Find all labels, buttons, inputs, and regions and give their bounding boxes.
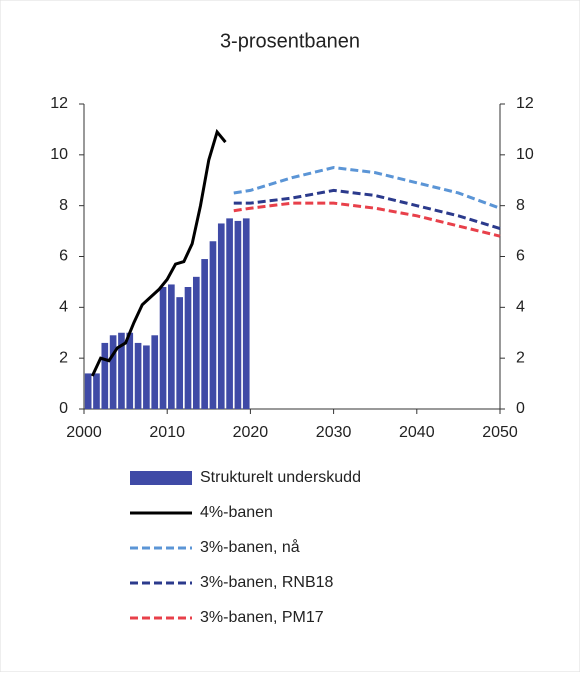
bar <box>176 297 184 409</box>
line <box>233 188 501 230</box>
y-tick-label: 2 <box>59 349 68 366</box>
legend-label: 3%-banen, nå <box>200 538 300 556</box>
x-tick-label: 2030 <box>316 424 352 441</box>
y2-tick-label: 0 <box>516 400 525 417</box>
legend-label: 3%-banen, RNB18 <box>200 574 334 591</box>
bar <box>226 218 233 409</box>
bar <box>84 373 92 409</box>
y2-tick-label: 10 <box>516 146 534 163</box>
bar <box>201 259 208 409</box>
bar <box>184 287 192 409</box>
y2-tick-label: 12 <box>516 95 534 112</box>
y-tick-label: 8 <box>59 197 68 214</box>
x-tick-label: 2040 <box>399 424 435 441</box>
y-tick-label: 10 <box>50 146 68 163</box>
line <box>90 128 227 377</box>
chart-title: 3-prosentbanen <box>220 30 360 52</box>
y-tick-label: 12 <box>50 95 68 112</box>
line <box>233 166 501 210</box>
bar <box>109 335 117 409</box>
x-tick-label: 2020 <box>233 424 269 441</box>
legend-swatch <box>130 471 192 485</box>
y-tick-label: 4 <box>59 299 68 316</box>
legend-label: 4%-banen <box>200 504 273 521</box>
x-tick-label: 2010 <box>149 424 185 441</box>
bar <box>192 276 200 409</box>
bar <box>242 218 250 409</box>
x-tick-label: 2000 <box>66 424 102 441</box>
y2-tick-label: 2 <box>516 349 525 366</box>
bar <box>217 223 225 409</box>
bar <box>151 335 159 409</box>
bar <box>93 373 100 409</box>
bar <box>234 220 242 409</box>
y-tick-label: 6 <box>59 248 68 265</box>
bar <box>168 284 175 409</box>
bar <box>143 345 150 409</box>
y2-tick-label: 6 <box>516 248 525 265</box>
bar <box>101 342 109 409</box>
legend-label: Strukturelt underskudd <box>200 469 361 486</box>
bar <box>159 287 167 409</box>
x-tick-label: 2050 <box>482 424 518 441</box>
bar <box>126 332 134 409</box>
bar <box>118 332 125 409</box>
y2-tick-label: 8 <box>516 197 525 214</box>
legend-label: 3%-banen, PM17 <box>200 609 324 626</box>
bar <box>209 241 217 409</box>
y-tick-label: 0 <box>59 400 68 417</box>
y2-tick-label: 4 <box>516 299 525 316</box>
bar <box>134 342 142 409</box>
line <box>233 201 501 238</box>
